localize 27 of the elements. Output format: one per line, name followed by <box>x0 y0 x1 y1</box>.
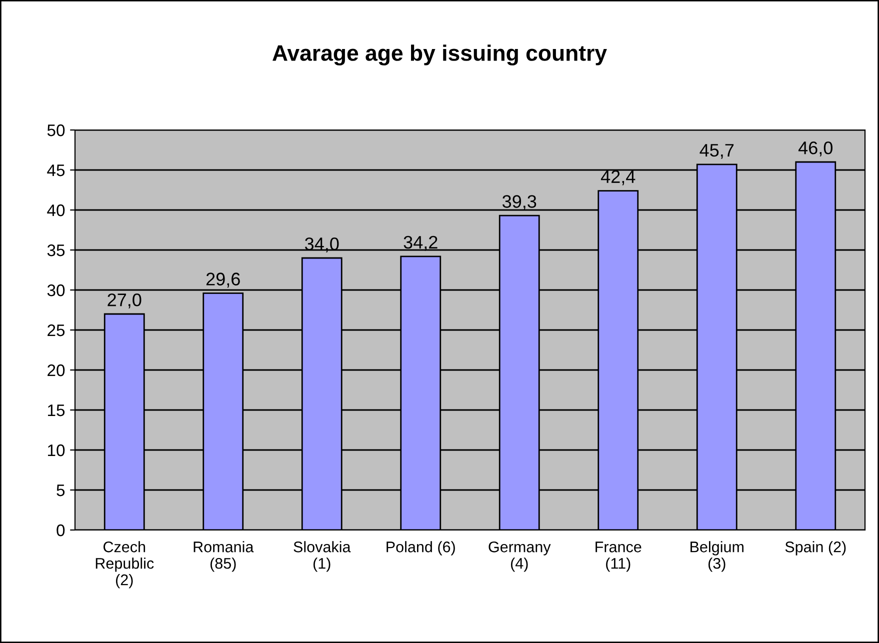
data-label: 27,0 <box>108 293 142 308</box>
x-tick-label: Belgium (3) <box>690 541 744 572</box>
x-tick-label: Czech Republic (2) <box>96 541 154 588</box>
data-label: 42,4 <box>600 170 636 186</box>
data-label: 46,0 <box>798 141 832 156</box>
y-tick-label: 35 <box>47 244 65 256</box>
y-tick-label: 50 <box>47 124 65 136</box>
x-tick-label: Romania (85) <box>194 541 254 572</box>
y-tick-label: 15 <box>48 404 65 416</box>
x-tick-label: Spain (2) <box>785 541 846 556</box>
x-tick-label: Poland (6) <box>386 541 455 556</box>
y-tick-label: 40 <box>47 204 65 216</box>
data-label: 34,2 <box>404 236 438 251</box>
y-tick-label: 25 <box>48 324 65 336</box>
y-tick-label: 10 <box>48 444 65 456</box>
data-label: 29,6 <box>206 272 240 288</box>
y-tick-label: 45 <box>47 164 65 176</box>
x-tick-label: France (11) <box>596 542 642 572</box>
y-tick-label: 0 <box>56 524 65 536</box>
y-tick-label: 5 <box>56 484 65 496</box>
chart-title: Avarage age by issuing country <box>272 44 607 66</box>
data-label: 45,7 <box>700 144 734 159</box>
y-tick-label: 20 <box>48 364 65 376</box>
data-label: 39,3 <box>502 195 536 210</box>
y-tick-label: 30 <box>47 284 65 296</box>
x-tick-label: Germany (4) <box>488 542 551 572</box>
x-tick-label: Slovakia (1) <box>294 541 351 572</box>
